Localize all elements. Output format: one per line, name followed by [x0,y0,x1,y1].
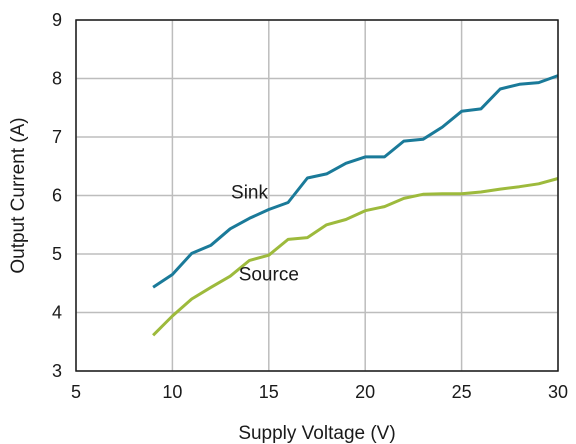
annotation-sink: Sink [231,183,268,204]
y-tick-label: 3 [52,361,62,381]
annotation-source: Source [239,264,299,285]
y-tick-label: 4 [52,303,62,323]
y-tick-label: 9 [52,10,62,30]
grid [75,19,559,372]
y-tick-label: 6 [52,186,62,206]
x-axis-title: Supply Voltage (V) [238,423,395,444]
series-lines [152,74,559,337]
x-tick-label: 25 [452,382,472,402]
y-tick-label: 5 [52,244,62,264]
y-tick-label: 8 [52,69,62,89]
x-tick-label: 20 [355,382,375,402]
x-tick-label: 10 [162,382,182,402]
y-tick-labels: 3 4 5 6 7 8 9 [52,10,62,381]
y-tick-label: 7 [52,127,62,147]
series-line-source [152,177,559,337]
x-tick-label: 30 [548,382,568,402]
plot-frame [75,19,559,372]
y-axis-title: Output Current (A) [8,117,29,273]
x-tick-label: 15 [259,382,279,402]
annotations: Sink Source [231,183,299,286]
x-tick-label: 5 [71,382,81,402]
x-tick-labels: 5 10 15 20 25 30 [71,382,568,402]
series-line-sink [152,74,559,289]
